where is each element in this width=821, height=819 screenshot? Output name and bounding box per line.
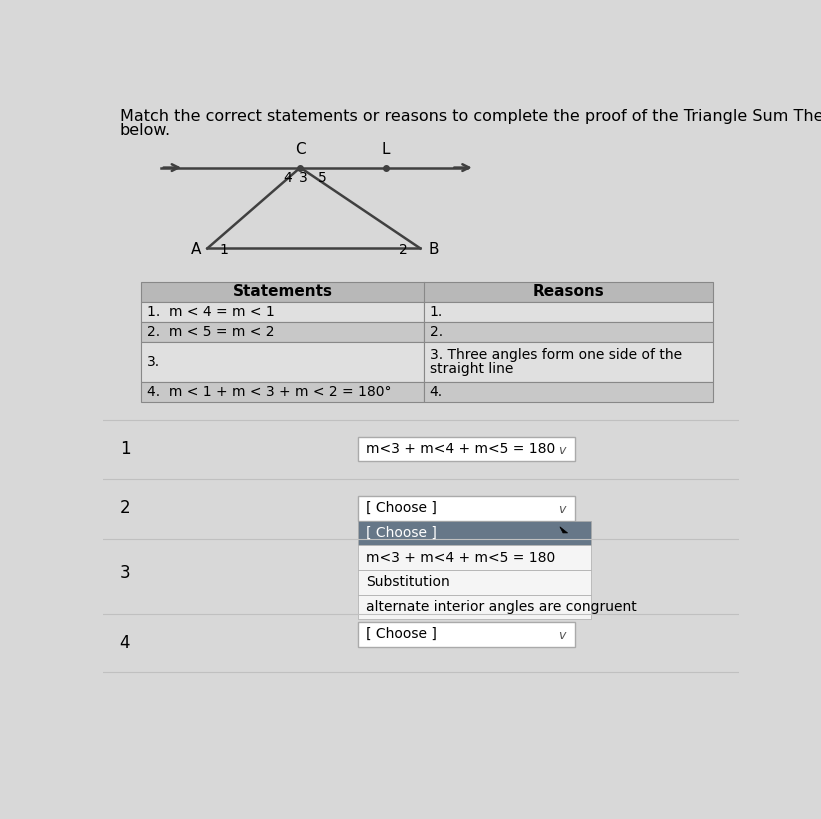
Text: 3.: 3. [147, 355, 160, 369]
Bar [359, 622, 576, 646]
Text: [ Choose ]: [ Choose ] [366, 526, 437, 540]
Text: [ Choose ]: [ Choose ] [366, 627, 437, 641]
Text: B: B [428, 242, 438, 257]
Bar [141, 382, 424, 401]
Bar [359, 521, 591, 545]
Text: Statements: Statements [233, 284, 333, 299]
Text: 1: 1 [220, 243, 229, 257]
Text: 2.  m < 5 = m < 2: 2. m < 5 = m < 2 [147, 324, 274, 338]
Text: C: C [295, 142, 305, 156]
Bar [424, 382, 713, 401]
Bar [359, 570, 591, 595]
Text: alternate interior angles are congruent: alternate interior angles are congruent [366, 600, 637, 614]
Bar [141, 301, 424, 322]
Text: 1: 1 [120, 440, 131, 458]
Text: 3: 3 [299, 171, 308, 185]
Text: 2: 2 [120, 500, 131, 518]
Bar [141, 282, 713, 301]
Bar [359, 595, 591, 619]
Text: 4: 4 [120, 634, 131, 652]
Text: 2: 2 [399, 243, 408, 257]
Text: 5: 5 [318, 171, 326, 185]
Text: 4.: 4. [429, 385, 443, 399]
Bar [359, 437, 576, 461]
Bar [424, 342, 713, 382]
Polygon shape [560, 527, 567, 533]
Text: v: v [557, 504, 565, 516]
Text: v: v [557, 629, 565, 642]
Text: straight line: straight line [429, 362, 513, 376]
Text: [ Choose ]: [ Choose ] [366, 501, 437, 515]
Text: A: A [190, 242, 201, 257]
Text: v: v [557, 444, 565, 457]
Text: Substitution: Substitution [366, 575, 450, 589]
Bar [359, 545, 591, 570]
Bar [359, 496, 576, 521]
Text: m<3 + m<4 + m<5 = 180: m<3 + m<4 + m<5 = 180 [366, 550, 555, 564]
Text: 4: 4 [283, 171, 292, 185]
Text: 3. Three angles form one side of the: 3. Three angles form one side of the [429, 348, 681, 362]
Text: m<3 + m<4 + m<5 = 180: m<3 + m<4 + m<5 = 180 [366, 442, 555, 456]
Bar [141, 322, 424, 342]
Bar [141, 342, 424, 382]
Text: 1.  m < 4 = m < 1: 1. m < 4 = m < 1 [147, 305, 274, 319]
Bar [424, 301, 713, 322]
Text: 4.  m < 1 + m < 3 + m < 2 = 180°: 4. m < 1 + m < 3 + m < 2 = 180° [147, 385, 392, 399]
Text: below.: below. [120, 123, 171, 138]
Text: 1.: 1. [429, 305, 443, 319]
Bar [424, 322, 713, 342]
Text: Match the correct statements or reasons to complete the proof of the Triangle Su: Match the correct statements or reasons … [120, 109, 821, 124]
Text: 3: 3 [120, 563, 131, 581]
Text: L: L [381, 142, 390, 156]
Text: 2.: 2. [429, 324, 443, 338]
Text: Reasons: Reasons [533, 284, 604, 299]
